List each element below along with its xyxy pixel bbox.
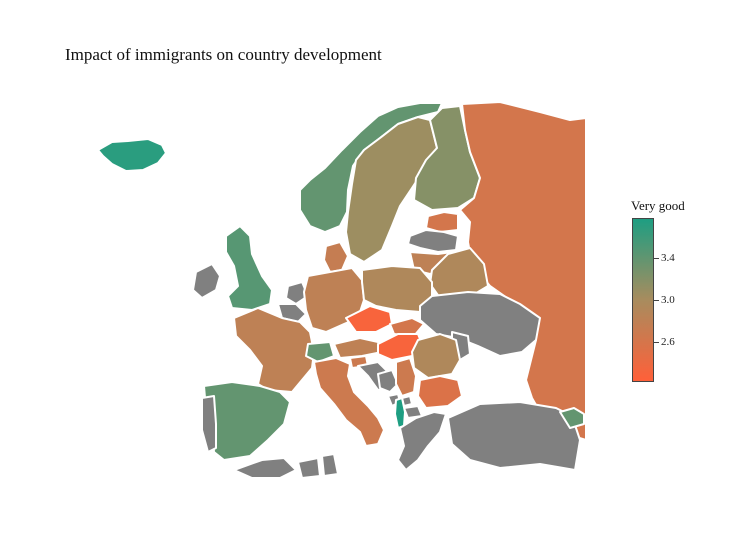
region-georgia[interactable]	[559, 407, 585, 429]
region-italy[interactable]	[313, 357, 385, 447]
region-iceland[interactable]	[97, 138, 167, 172]
region-morocco[interactable]	[233, 457, 297, 479]
legend-tick-label: 2.6	[661, 336, 675, 348]
region-greece[interactable]	[397, 411, 447, 471]
region-sweden[interactable]	[345, 116, 438, 263]
region-belgium[interactable]	[277, 303, 307, 323]
region-turkey[interactable]	[447, 401, 581, 471]
region-denmark[interactable]	[323, 241, 349, 273]
region-austria[interactable]	[333, 337, 383, 359]
region-netherlands[interactable]	[285, 281, 309, 305]
region-portugal[interactable]	[201, 395, 217, 453]
region-albania[interactable]	[394, 397, 406, 429]
region-latvia[interactable]	[407, 229, 459, 253]
region-estonia[interactable]	[425, 211, 459, 233]
region-romania[interactable]	[411, 333, 461, 379]
region-united-kingdom[interactable]	[225, 225, 273, 311]
legend-tick-label: 3.0	[661, 294, 675, 306]
region-bulgaria[interactable]	[417, 375, 463, 409]
map-title: Impact of immigrants on country developm…	[65, 45, 382, 64]
legend-tick	[654, 258, 659, 259]
legend-colorbar	[632, 218, 654, 382]
region-ireland[interactable]	[192, 263, 221, 299]
region-serbia[interactable]	[395, 357, 417, 397]
region-algeria[interactable]	[297, 457, 321, 479]
region-tunisia[interactable]	[321, 453, 339, 477]
legend-title: Very good	[631, 198, 685, 213]
legend-tick	[654, 342, 659, 343]
legend-tick	[654, 300, 659, 301]
region-finland[interactable]	[413, 105, 481, 211]
region-france[interactable]	[233, 307, 315, 393]
legend-tick-label: 3.4	[661, 252, 675, 264]
region-slovakia[interactable]	[389, 317, 425, 337]
region-bosnia-and-herzegovina[interactable]	[377, 369, 399, 393]
